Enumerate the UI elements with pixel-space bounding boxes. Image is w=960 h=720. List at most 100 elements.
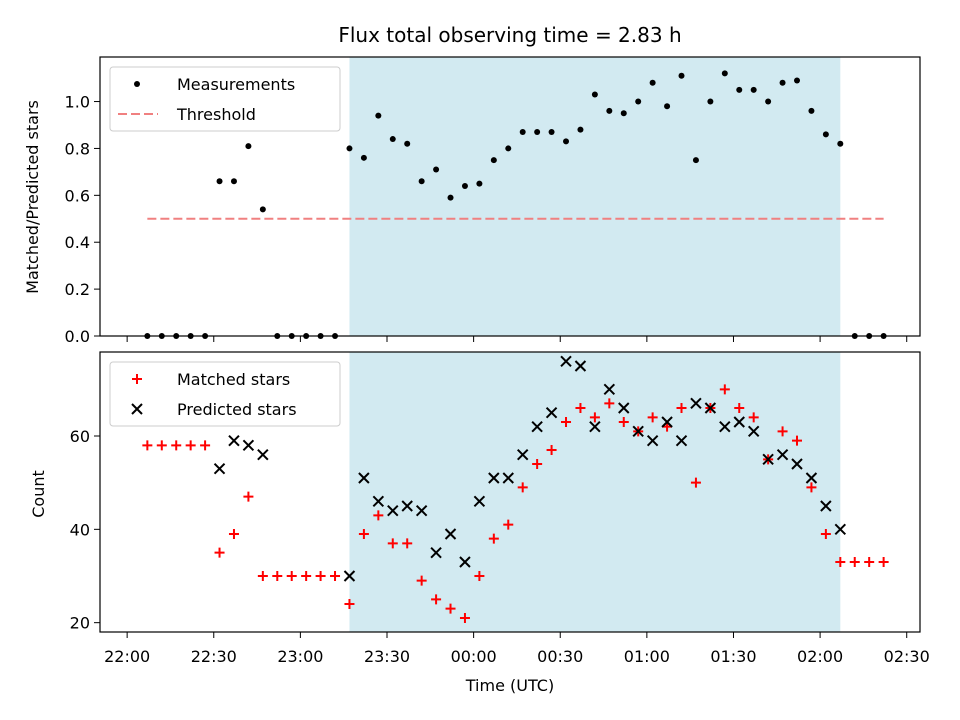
measurement-point [418, 178, 425, 185]
predicted-star-point [415, 504, 428, 517]
measurement-point [534, 129, 541, 136]
matched-star-point [171, 440, 182, 451]
measurement-point [808, 107, 815, 114]
matched-star-point [142, 440, 153, 451]
x-tick-label: 01:30 [710, 647, 756, 666]
predicted-star-point [531, 420, 543, 433]
matched-star-point [445, 603, 456, 614]
measurement-point [490, 157, 497, 164]
predicted-star-point [401, 500, 413, 512]
measurement-point [259, 206, 266, 213]
matched-star-point [459, 613, 470, 623]
matched-star-point [301, 571, 312, 581]
y-tick-label: 0.4 [65, 233, 90, 252]
predicted-star-point [502, 472, 514, 484]
matched-star-point [330, 571, 341, 581]
predicted-star-point [805, 472, 818, 484]
matched-star-point [647, 412, 658, 423]
predicted-star-point [762, 453, 774, 466]
measurement-point [635, 98, 642, 105]
predicted-star-point [213, 462, 226, 475]
measurement-point [822, 131, 829, 138]
measurement-point [794, 77, 800, 84]
legend: Matched stars Predicted stars [109, 361, 341, 427]
measurement-point [548, 129, 555, 136]
measurement-point [765, 98, 772, 105]
measurement-point [736, 86, 743, 93]
measurement-point [692, 157, 699, 164]
predicted-star-point [834, 523, 847, 536]
matched-star-point [373, 510, 384, 521]
matched-star-point [835, 557, 846, 567]
x-tick-label: 02:00 [797, 647, 843, 666]
chart-title: Flux total observing time = 2.83 h [338, 23, 681, 47]
y-tick-label: 60 [70, 427, 90, 446]
matched-star-point [315, 571, 326, 581]
measurement-point [664, 103, 671, 110]
y-tick-label: 1.0 [65, 93, 90, 112]
measurement-point [505, 145, 512, 152]
predicted-star-point [747, 425, 760, 438]
predicted-star-point [618, 402, 630, 414]
matched-star-point [214, 547, 225, 558]
measurement-point [375, 112, 382, 119]
measurement-point [245, 143, 252, 150]
x-tick-label: 00:30 [537, 647, 583, 666]
matched-star-point [272, 571, 283, 581]
measurement-point [476, 180, 483, 187]
x-tick-label: 02:30 [884, 647, 930, 666]
matched-star-point [416, 575, 427, 586]
measurement-point [230, 178, 237, 185]
measurement-point [649, 79, 656, 86]
legend-label: Threshold [176, 105, 256, 124]
legend-measurement-swatch [134, 81, 140, 87]
x-tick-label: 00:00 [451, 647, 497, 666]
matched-star-point [734, 403, 745, 413]
predicted-star-point [430, 546, 442, 559]
matched-star-point [200, 440, 211, 451]
predicted-star-point [473, 495, 486, 508]
legend: Measurements Threshold [109, 66, 341, 132]
predicted-star-point [675, 434, 688, 447]
plot-frame [99, 56, 921, 337]
legend-label: Matched stars [177, 370, 290, 389]
matched-star-point [719, 384, 730, 395]
matched-star-point [546, 445, 557, 455]
matched-star-point [690, 477, 701, 488]
matched-star-point [806, 482, 817, 493]
predicted-star-point [343, 570, 356, 582]
legend-matched-swatch [132, 374, 142, 384]
x-tick-label: 22:30 [191, 647, 237, 666]
matched-star-point [243, 491, 254, 502]
measurement-point [707, 98, 714, 105]
measurement-point [606, 107, 613, 114]
top-panel: 0.0 0.2 0.4 0.6 0.8 1.0 Measurements Threshold [65, 56, 921, 346]
measurement-point [721, 70, 728, 77]
y-tick-label: 40 [70, 520, 90, 539]
matched-star-point [431, 594, 442, 605]
predicted-star-point [719, 420, 731, 433]
measurement-point [678, 72, 685, 79]
matched-star-point [604, 398, 615, 409]
matched-star-point [589, 412, 600, 423]
legend-label: Measurements [177, 75, 295, 94]
matched-star-point [517, 482, 528, 493]
bottom-panel: 20 40 60 22:00 22:30 23:00 23:30 00:00 00:30 01:0… [70, 351, 930, 666]
predicted-star-point [632, 425, 644, 438]
measurement-point [563, 138, 570, 145]
x-tick-label: 01:00 [624, 647, 670, 666]
predicted-star-point [791, 458, 803, 470]
matched-star-point [488, 533, 499, 544]
x-axis-label: Time (UTC) [465, 676, 554, 695]
legend-label: Predicted stars [177, 400, 297, 419]
x-tick-label: 23:30 [364, 647, 410, 666]
measurement-point [389, 136, 396, 143]
matched-star-point [878, 557, 889, 567]
y-tick-label: 0.2 [65, 280, 90, 299]
predicted-star-point [459, 556, 471, 568]
matched-star-point [185, 440, 196, 451]
measurement-point [591, 91, 598, 98]
y-tick-label: 0.0 [65, 327, 90, 346]
predicted-star-point [444, 528, 457, 540]
